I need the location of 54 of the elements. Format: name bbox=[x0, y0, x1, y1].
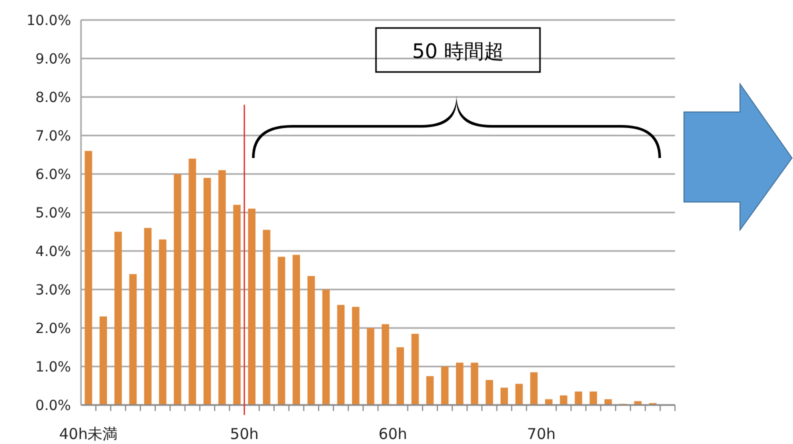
bar bbox=[322, 290, 330, 405]
bar bbox=[218, 170, 226, 405]
bar bbox=[515, 384, 523, 405]
x-tick-label: 40h未満 bbox=[59, 425, 118, 443]
y-tick-label: 7.0% bbox=[35, 128, 71, 144]
bar bbox=[114, 232, 122, 405]
y-tick-label: 1.0% bbox=[35, 360, 71, 376]
bar bbox=[456, 362, 464, 405]
bar bbox=[545, 399, 552, 405]
bar bbox=[158, 239, 166, 405]
bar bbox=[100, 316, 107, 405]
annotation: 50 時間超 bbox=[375, 27, 541, 73]
bar bbox=[604, 399, 612, 405]
y-tick-label: 0.0% bbox=[35, 398, 71, 414]
bar bbox=[188, 158, 196, 405]
bar bbox=[278, 256, 286, 405]
bar bbox=[560, 395, 568, 405]
bar bbox=[500, 388, 508, 405]
bar bbox=[337, 304, 345, 405]
bar bbox=[382, 324, 390, 405]
x-tick-label: 70h bbox=[527, 425, 556, 443]
y-tick-label: 3.0% bbox=[35, 282, 71, 298]
bar bbox=[366, 328, 374, 405]
bar bbox=[590, 392, 598, 405]
bar bbox=[174, 174, 182, 405]
bar bbox=[129, 274, 137, 405]
y-tick-label: 6.0% bbox=[35, 167, 71, 183]
bar bbox=[84, 150, 92, 405]
annotation: 50 時間超 bbox=[412, 39, 504, 63]
bar bbox=[248, 208, 256, 405]
bar bbox=[634, 401, 642, 405]
bar bbox=[307, 276, 315, 405]
y-tick-label: 2.0% bbox=[35, 321, 71, 337]
bar bbox=[352, 306, 360, 405]
y-tick-label: 9.0% bbox=[35, 52, 71, 68]
bar bbox=[486, 380, 494, 405]
bar bbox=[574, 392, 582, 405]
bar bbox=[411, 334, 419, 405]
y-tick-label: 4.0% bbox=[35, 244, 71, 260]
y-tick-label: 10.0% bbox=[26, 13, 71, 29]
bar bbox=[530, 372, 538, 405]
bar bbox=[470, 362, 478, 405]
bar bbox=[441, 366, 449, 405]
bar bbox=[262, 230, 270, 405]
y-tick-label: 8.0% bbox=[35, 90, 71, 106]
bar bbox=[204, 178, 211, 405]
bar bbox=[144, 228, 152, 405]
x-tick-label: 60h bbox=[378, 425, 408, 443]
bar bbox=[426, 376, 434, 405]
bar bbox=[396, 347, 404, 405]
bar bbox=[292, 254, 300, 405]
x-tick-label: 50h bbox=[230, 425, 259, 443]
bar bbox=[233, 204, 241, 405]
y-tick-label: 5.0% bbox=[35, 206, 71, 222]
